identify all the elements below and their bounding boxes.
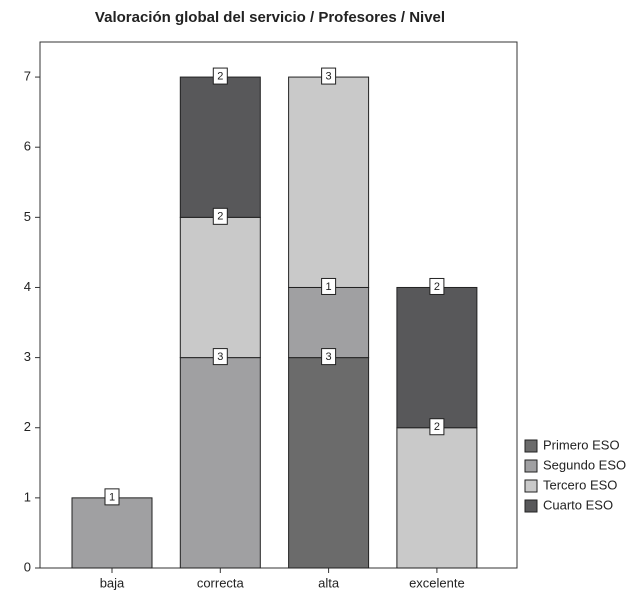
value-label: 2 — [434, 421, 440, 433]
value-label: 1 — [109, 491, 115, 503]
legend-swatch — [524, 439, 538, 453]
bar-segment — [396, 286, 478, 429]
y-tick-label: 3 — [24, 349, 31, 364]
value-label-box — [212, 207, 228, 225]
legend-label: Segundo ESO — [543, 457, 626, 472]
bar-segment — [288, 357, 370, 569]
value-label: 2 — [217, 211, 223, 223]
value-label-box — [321, 277, 337, 295]
value-label-box — [321, 348, 337, 366]
legend-swatch — [524, 499, 538, 513]
y-tick-label: 0 — [24, 559, 31, 574]
bar-segment — [179, 216, 261, 359]
legend-label: Cuarto ESO — [543, 497, 613, 512]
y-tick-label: 6 — [24, 139, 31, 154]
chart-title: Valoración global del servicio / Profeso… — [95, 9, 445, 26]
value-label: 1 — [326, 281, 332, 293]
bar-segment — [288, 286, 370, 359]
legend-label: Primero ESO — [543, 437, 620, 452]
legend-swatch — [524, 479, 538, 493]
value-label: 3 — [217, 351, 223, 363]
value-label-box — [429, 277, 445, 295]
bar-segment — [396, 427, 478, 569]
x-tick-label: excelente — [409, 575, 465, 590]
y-tick-label: 5 — [24, 209, 31, 224]
y-tick-label: 7 — [24, 69, 31, 84]
legend-label: Tercero ESO — [543, 477, 617, 492]
x-tick-label: baja — [100, 575, 125, 590]
bar-segment — [179, 357, 261, 569]
value-label: 3 — [326, 351, 332, 363]
value-label: 2 — [217, 70, 223, 82]
plot-frame — [39, 41, 518, 569]
y-tick-label: 1 — [24, 489, 31, 504]
bar-segment — [179, 76, 261, 218]
value-label-box — [429, 418, 445, 436]
value-label: 3 — [326, 70, 332, 82]
value-label-box — [321, 67, 337, 85]
value-label-box — [212, 348, 228, 366]
x-tick-label: alta — [318, 575, 340, 590]
legend-swatch — [524, 459, 538, 473]
y-tick-label: 2 — [24, 419, 31, 434]
bar-segment — [71, 497, 153, 569]
bar-segment — [288, 76, 370, 288]
value-label: 2 — [434, 281, 440, 293]
x-tick-label: correcta — [197, 575, 245, 590]
value-label-box — [104, 488, 120, 506]
value-label-box — [212, 67, 228, 85]
y-tick-label: 4 — [24, 279, 31, 294]
